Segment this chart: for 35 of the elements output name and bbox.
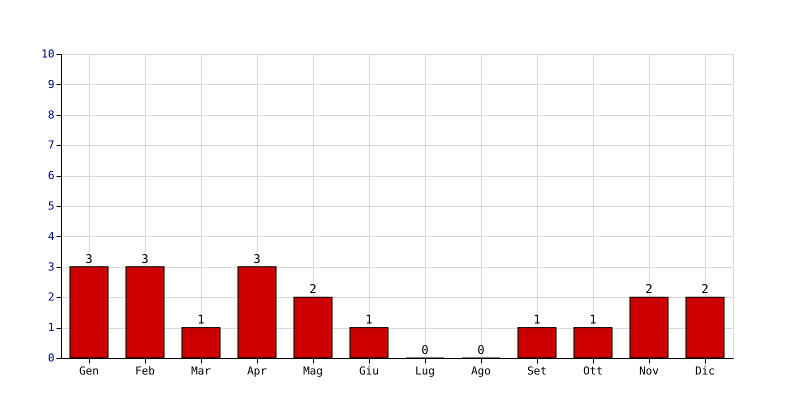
data-label: 3 xyxy=(85,252,93,266)
data-label: 3 xyxy=(141,252,149,266)
data-label: 1 xyxy=(365,312,373,327)
x-tick-label: Ott xyxy=(583,364,603,378)
y-tick-label: 9 xyxy=(48,78,54,91)
data-label: 0 xyxy=(421,343,429,357)
y-tick-label: 0 xyxy=(48,352,54,364)
data-label: 1 xyxy=(533,312,541,327)
x-tick-label: Lug xyxy=(415,364,435,378)
data-label: 2 xyxy=(701,282,709,296)
x-tick-label: Feb xyxy=(135,364,155,378)
x-tick-label: Apr xyxy=(247,364,268,378)
y-tick-label: 5 xyxy=(48,200,54,212)
y-tick-label: 1 xyxy=(48,321,54,334)
data-label: 1 xyxy=(589,312,597,327)
y-tick-label: 6 xyxy=(48,169,54,182)
x-tick-label: Mag xyxy=(303,364,323,378)
data-label: 2 xyxy=(309,282,317,296)
x-tick-label: Dic xyxy=(695,364,715,378)
x-tick-label: Nov xyxy=(639,364,660,378)
x-tick-label: Ago xyxy=(471,364,491,378)
x-tick-label: Mar xyxy=(191,364,212,378)
x-tick-label: Set xyxy=(527,364,547,378)
y-tick-label: 7 xyxy=(48,138,54,152)
y-tick-label: 10 xyxy=(41,48,54,60)
y-tick-label: 4 xyxy=(48,230,55,243)
x-tick-label: Giu xyxy=(359,364,379,378)
x-tick-label: Gen xyxy=(79,364,99,378)
y-tick-label: 3 xyxy=(48,260,54,274)
data-label: 2 xyxy=(645,282,653,296)
y-tick-label: 2 xyxy=(48,290,54,304)
data-label: 0 xyxy=(477,343,485,357)
data-label: 3 xyxy=(253,252,261,266)
data-label: 1 xyxy=(197,312,205,327)
y-tick-label: 8 xyxy=(48,108,54,122)
